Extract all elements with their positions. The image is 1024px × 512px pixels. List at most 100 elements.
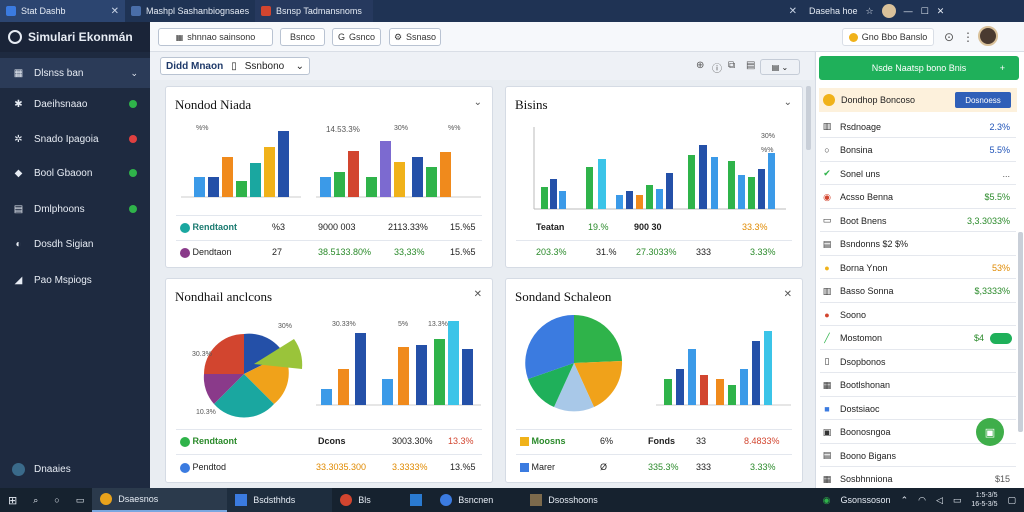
task-item-4[interactable] (402, 488, 432, 512)
minimize-icon[interactable]: — (903, 6, 913, 16)
task-item-6[interactable]: Dsosshoons (522, 488, 622, 512)
panel-list-item[interactable]: ▤ Bsndonns $2 $% (820, 234, 1016, 256)
close-icon[interactable]: ✕ (788, 5, 797, 17)
row-value: 13.3% (448, 436, 474, 446)
view-selector[interactable]: Didd Mnaon ▯ Ssnbono ⌄ (160, 57, 310, 75)
panel-list-item[interactable]: ● Borna Ynon 53% (820, 257, 1016, 279)
pie-slice (203, 374, 244, 404)
tray-green-icon[interactable]: ◉ (822, 494, 831, 505)
chevron-down-icon[interactable]: ⌄ (783, 97, 792, 108)
close-icon[interactable]: ✕ (473, 289, 482, 300)
toolbar-button-2[interactable]: Bsnco (280, 28, 325, 46)
sidebar-footer[interactable]: Dnaaies (0, 454, 150, 484)
card-title: Sondand Schaleon (515, 289, 612, 304)
apps-icon[interactable]: ⋮ (962, 30, 974, 44)
panel-list-item[interactable]: ▯ Dsopbonos (820, 351, 1016, 373)
refresh-icon[interactable]: ⊕ (696, 60, 705, 71)
search-icon[interactable]: ⌕ (33, 494, 39, 505)
start-button[interactable]: ⊞ (0, 488, 25, 512)
sidebar-item-7[interactable]: ◢ Pao Mspiogs (0, 265, 150, 295)
user-avatar[interactable] (978, 26, 998, 46)
row-name: Rendtaont (192, 222, 238, 232)
table-row[interactable]: Pendtod (180, 462, 226, 473)
close-icon[interactable]: ✕ (110, 5, 119, 17)
volume-icon[interactable]: ◁ (935, 494, 943, 505)
panel-list-item[interactable]: ▣ Boonosngoa (820, 422, 1016, 444)
browser-tab-2[interactable]: Mashpl Sashanbiognsaes (125, 0, 255, 22)
table-row[interactable]: Dendtaon (180, 247, 232, 258)
bar (716, 379, 724, 405)
settings-icon[interactable]: ⊙ (944, 30, 955, 44)
wifi-icon[interactable]: ◠ (918, 494, 926, 505)
panel-list-item[interactable]: ✔ Sonel uns... (820, 163, 1016, 185)
main-scrollbar[interactable] (806, 86, 811, 150)
battery-icon[interactable]: ▭ (952, 494, 962, 505)
maximize-icon[interactable]: ☐ (920, 5, 929, 16)
bar-chart (181, 131, 481, 198)
panel-list-item[interactable]: ▥ Basso Sonna $,3333% (820, 281, 1016, 303)
panel-highlight-row[interactable]: Dondhop Boncoso Dosnoess (819, 88, 1017, 112)
table-row[interactable]: Rendtaont (180, 436, 237, 447)
bar-chart (656, 331, 791, 406)
close-icon[interactable]: ✕ (783, 289, 792, 300)
toggle-switch[interactable] (990, 332, 1012, 344)
document-icon: ▤ (13, 203, 24, 215)
panel-list-item[interactable]: ■ Dostsiaoc (820, 398, 1016, 420)
star-icon[interactable]: ☆ (865, 5, 874, 16)
clock[interactable]: 1:5-3/5 16-5-3/5 (971, 491, 997, 509)
chat-bubble-button[interactable]: ▣ (976, 418, 1004, 446)
panel-list-item[interactable]: ▭ Boot Bnens 3,3.3033% (820, 210, 1016, 232)
browser-tab-1[interactable]: Stat Dashb ✕ (0, 0, 125, 22)
chevron-down-icon[interactable]: ⌄ (473, 97, 482, 108)
chrome-icon: ◉ (823, 191, 831, 202)
task-item-2[interactable]: Bsdsthhds (227, 488, 333, 512)
taskview-icon[interactable]: ▭ (75, 494, 85, 505)
toolbar-button-4[interactable]: ⚙ Ssnaso (389, 28, 441, 46)
sidebar-item-label: Daeihsnaao (34, 98, 88, 110)
browser-tab-5[interactable]: Daseha hoe ☆ — ☐ ✕ (803, 0, 1024, 22)
toolbar-button-label: Ssnaso (406, 32, 437, 42)
sidebar-item-5[interactable]: ▤ Dmlphoons (0, 194, 150, 224)
panel-list-item[interactable]: ▤ Boono Bigans (820, 445, 1016, 467)
chevron-down-icon[interactable]: ⌄ (130, 67, 138, 78)
task-item-1[interactable]: Dsaesnos (92, 488, 228, 512)
megaphone-icon: ◢ (14, 274, 23, 286)
sidebar-item-6[interactable]: ◐ Dosdh Sigian (0, 229, 150, 259)
more-dropdown[interactable]: ▤ ⌄ (760, 59, 800, 75)
notification-icon[interactable]: ▢ (1007, 494, 1016, 505)
panel-list-item[interactable]: ▥ Rsdnoage 2.3% (820, 116, 1016, 138)
row-name: Marer (531, 462, 556, 472)
sidebar-item-3[interactable]: ✲ Snado Ipagoia (0, 124, 150, 154)
panel-item-label: Boonosngoa (840, 427, 891, 437)
network-icon[interactable]: ⌃ (900, 494, 909, 505)
info-icon[interactable]: ⓘ (712, 64, 722, 75)
sidebar-item-1[interactable]: ▦ Dlsnss ban ⌄ (0, 58, 150, 88)
close-icon[interactable]: ✕ (936, 5, 945, 16)
panel-scrollbar[interactable] (1018, 232, 1023, 432)
filter-button[interactable]: ▦ shnnao sainsono (158, 28, 273, 46)
panel-header-button[interactable]: Nsde Naatsp bono Bnis + (819, 56, 1019, 80)
panel-list-item[interactable]: ╱ Mostomon $4 (820, 328, 1016, 350)
highlight-button[interactable]: Dosnoess (955, 92, 1011, 108)
browser-tab-strip: Stat Dashb ✕ Mashpl Sashanbiognsaes Bsns… (0, 0, 1024, 22)
task-item-5[interactable]: Bsncnen (432, 488, 522, 512)
sidebar-item-2[interactable]: ✱ Daeihsnaao (0, 89, 150, 119)
expand-icon[interactable]: ⧉ (728, 60, 736, 71)
promo-button[interactable]: Gno Bbo Banslo (842, 28, 934, 46)
profile-avatar[interactable] (881, 4, 896, 18)
sidebar-item-4[interactable]: ◆ Bool Gbaoon (0, 158, 150, 188)
panel-list-item[interactable]: ○ Bonsina 5.5% (820, 140, 1016, 162)
table-row[interactable]: Rendtaont (180, 222, 237, 233)
panel-list-item[interactable]: ◉ Acsso Benna $5.5% (820, 187, 1016, 209)
table-row[interactable]: Marer (520, 462, 556, 473)
panel-list-item[interactable]: ▦ Bootlshonan (820, 375, 1016, 397)
list-icon[interactable]: ▤ (746, 60, 756, 71)
task-item-3[interactable]: Bls (332, 488, 402, 512)
table-row[interactable]: Moosns (520, 436, 566, 447)
toolbar-button-3[interactable]: G Gsnco (332, 28, 381, 46)
browser-tab-4[interactable]: ✕ (373, 0, 803, 22)
panel-list-item[interactable]: ● Soono (820, 304, 1016, 326)
panel-header-label: Nsde Naatsp bono Bnis (871, 63, 967, 73)
browser-tab-3[interactable]: Bsnsp Tadmansnoms (255, 0, 373, 22)
cortana-icon[interactable]: ○ (54, 495, 60, 505)
